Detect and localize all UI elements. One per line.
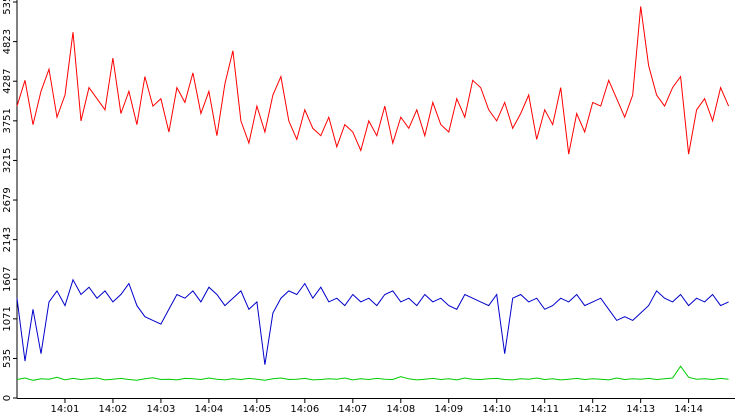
y-tick-label: 1071 <box>2 306 13 331</box>
y-tick-label: 2679 <box>2 187 13 212</box>
x-tick-label: 14:13 <box>626 404 655 415</box>
y-tick-label: 3751 <box>2 108 13 133</box>
y-tick-label: 4287 <box>2 68 13 93</box>
series-line <box>16 365 729 381</box>
y-tick-label: 0 <box>2 395 13 401</box>
x-tick-label: 14:10 <box>482 404 511 415</box>
x-tick-label: 14:07 <box>338 404 367 415</box>
x-tick-label: 14:02 <box>99 404 128 415</box>
x-tick-label: 14:06 <box>290 404 319 415</box>
x-tick-label: 14:12 <box>578 404 607 415</box>
x-tick-label: 14:09 <box>434 404 463 415</box>
y-tick-label: 535 <box>2 349 13 368</box>
y-tick-label: 4823 <box>2 29 13 54</box>
y-tick-label: 5359 <box>2 0 13 15</box>
x-tick-label: 14:11 <box>530 404 559 415</box>
y-tick-label: 2143 <box>2 227 13 252</box>
series-line <box>16 6 730 155</box>
series-line <box>16 278 729 365</box>
x-tick-label: 14:04 <box>194 404 223 415</box>
x-tick-label: 14:08 <box>386 404 415 415</box>
x-tick-label: 14:14 <box>674 404 703 415</box>
y-tick-label: 1607 <box>2 267 13 292</box>
x-tick-label: 14:01 <box>51 404 80 415</box>
x-tick-label: 14:05 <box>242 404 271 415</box>
x-tick-label: 14:03 <box>147 404 176 415</box>
y-tick-label: 3215 <box>2 148 13 173</box>
